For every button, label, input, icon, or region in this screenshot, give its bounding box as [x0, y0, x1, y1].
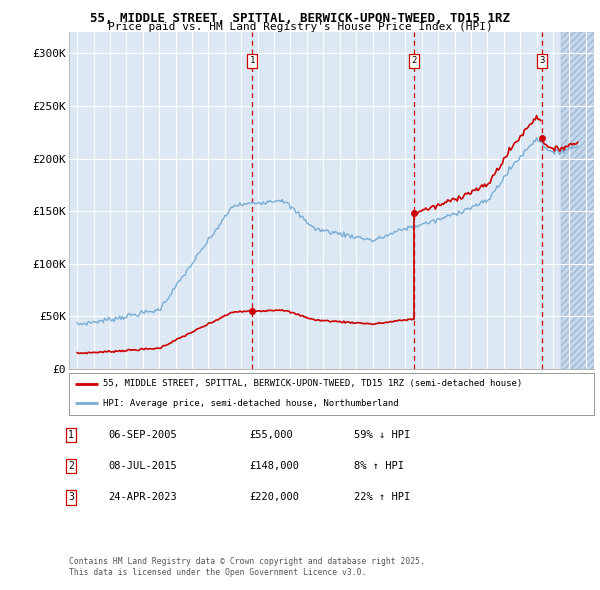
Text: 3: 3: [539, 56, 544, 65]
Text: £220,000: £220,000: [249, 493, 299, 502]
Text: This data is licensed under the Open Government Licence v3.0.: This data is licensed under the Open Gov…: [69, 568, 367, 577]
Text: 1: 1: [250, 56, 255, 65]
Text: 8% ↑ HPI: 8% ↑ HPI: [354, 461, 404, 471]
Text: £55,000: £55,000: [249, 430, 293, 440]
Text: 2: 2: [411, 56, 416, 65]
Text: 55, MIDDLE STREET, SPITTAL, BERWICK-UPON-TWEED, TD15 1RZ: 55, MIDDLE STREET, SPITTAL, BERWICK-UPON…: [90, 12, 510, 25]
Text: 1: 1: [68, 430, 74, 440]
Text: 22% ↑ HPI: 22% ↑ HPI: [354, 493, 410, 502]
Text: 06-SEP-2005: 06-SEP-2005: [108, 430, 177, 440]
Text: 24-APR-2023: 24-APR-2023: [108, 493, 177, 502]
Text: HPI: Average price, semi-detached house, Northumberland: HPI: Average price, semi-detached house,…: [103, 399, 399, 408]
Text: 55, MIDDLE STREET, SPITTAL, BERWICK-UPON-TWEED, TD15 1RZ (semi-detached house): 55, MIDDLE STREET, SPITTAL, BERWICK-UPON…: [103, 379, 523, 388]
Bar: [561, 32, 594, 369]
Text: Contains HM Land Registry data © Crown copyright and database right 2025.: Contains HM Land Registry data © Crown c…: [69, 558, 425, 566]
Text: 3: 3: [68, 493, 74, 502]
Text: £148,000: £148,000: [249, 461, 299, 471]
Text: 2: 2: [68, 461, 74, 471]
Bar: [561, 32, 594, 369]
Text: 08-JUL-2015: 08-JUL-2015: [108, 461, 177, 471]
Text: 59% ↓ HPI: 59% ↓ HPI: [354, 430, 410, 440]
Text: Price paid vs. HM Land Registry's House Price Index (HPI): Price paid vs. HM Land Registry's House …: [107, 22, 493, 32]
